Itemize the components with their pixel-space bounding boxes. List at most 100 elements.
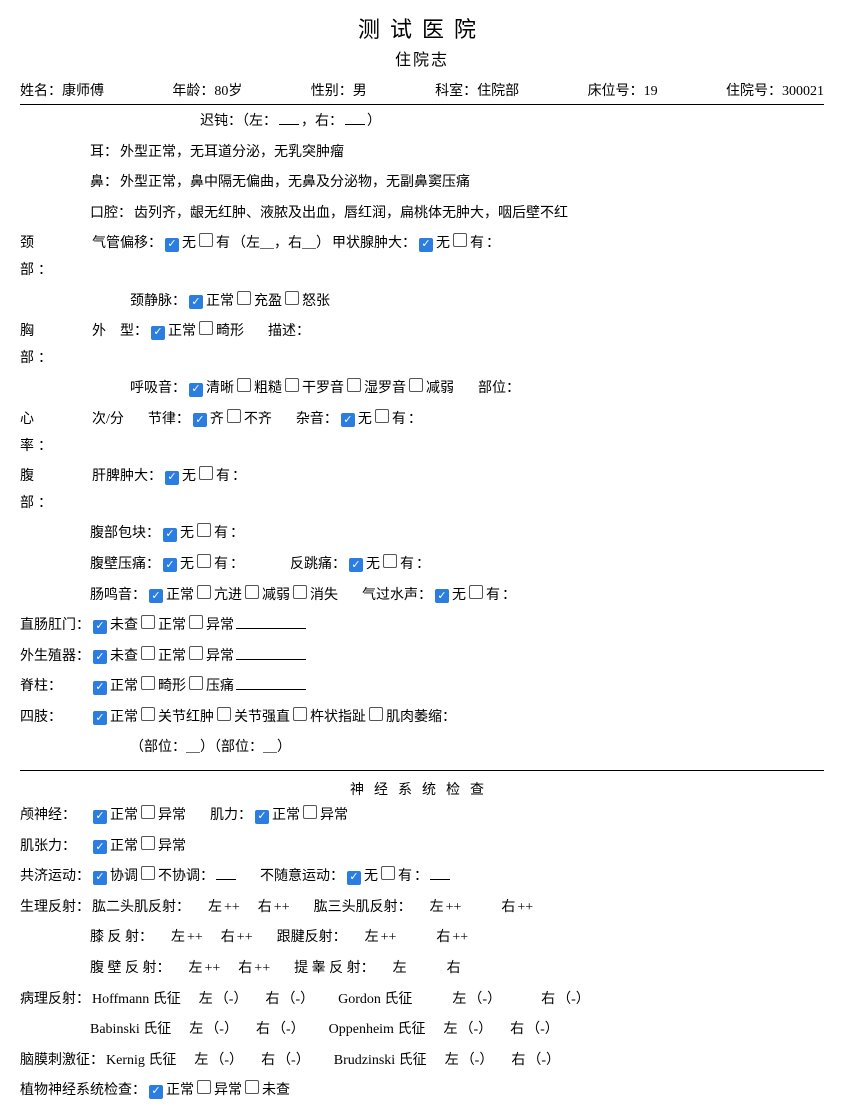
- cb-gas-none[interactable]: [435, 589, 449, 603]
- age-value: 80岁: [214, 84, 242, 99]
- cb-trachea-none[interactable]: [165, 238, 179, 252]
- nose-line: 鼻：外型正常，鼻中隔无偏曲，无鼻及分泌物，无副鼻窦压痛: [20, 170, 824, 197]
- ear-line: 耳：外型正常，无耳道分泌，无乳突肿瘤: [20, 140, 824, 167]
- cb-auto-abnormal[interactable]: [197, 1080, 211, 1094]
- cb-murmur-have[interactable]: [375, 409, 389, 423]
- sex-value: 男: [353, 84, 367, 99]
- bowel-line: 肠鸣音： 正常 亢进 减弱 消失 气过水声： 无 有：: [20, 583, 824, 610]
- neuro-title: 神经系统检查: [20, 779, 824, 799]
- cb-thyroid-none[interactable]: [419, 238, 433, 252]
- autonomic-line: 植物神经系统检查： 正常 异常 未查: [20, 1078, 824, 1105]
- tone-line: 肌张力： 正常 异常: [20, 834, 824, 861]
- cb-spine-tender[interactable]: [189, 676, 203, 690]
- cb-limbs-jointred[interactable]: [141, 707, 155, 721]
- cb-coord-no[interactable]: [141, 866, 155, 880]
- cb-invol-have[interactable]: [381, 866, 395, 880]
- cb-genital-normal[interactable]: [141, 646, 155, 660]
- cb-breath-clear[interactable]: [189, 383, 203, 397]
- cranial-line: 颅神经： 正常 异常 肌力： 正常 异常: [20, 803, 824, 830]
- cb-cranial-abnormal[interactable]: [141, 805, 155, 819]
- cb-mass-none[interactable]: [163, 528, 177, 542]
- cb-chest-deform[interactable]: [199, 321, 213, 335]
- mass-line: 腹部包块： 无 有：: [20, 521, 824, 548]
- limbs-sites: （部位：＿）（部位：＿）: [20, 735, 824, 762]
- adm-value: 300021: [782, 84, 824, 99]
- cb-auto-normal[interactable]: [149, 1085, 163, 1099]
- physreflex-line1: 生理反射： 肱二头肌反射： 左++ 右++ 肱三头肌反射： 左++ 右++: [20, 895, 824, 922]
- cb-bowel-disappear[interactable]: [293, 585, 307, 599]
- cb-limbs-normal[interactable]: [93, 711, 107, 725]
- cb-breath-wet[interactable]: [347, 378, 361, 392]
- cb-invol-none[interactable]: [347, 871, 361, 885]
- patient-info-row: 姓名：康师傅 年龄：80岁 性别：男 科室：住院部 床位号：19 住院号：300…: [20, 76, 824, 105]
- meningeal-line: 脑膜刺激征： Kernig 氏征 左（-） 右（-） Brudzinski 氏征…: [20, 1048, 824, 1075]
- cb-rebound-none[interactable]: [349, 558, 363, 572]
- cb-limbs-atrophy[interactable]: [369, 707, 383, 721]
- cb-breath-coarse[interactable]: [237, 378, 251, 392]
- cb-liver-have[interactable]: [199, 466, 213, 480]
- cb-limbs-jointstiff[interactable]: [217, 707, 231, 721]
- spine-line: 脊柱： 正常 畸形 压痛: [20, 674, 824, 701]
- cb-bowel-weak[interactable]: [245, 585, 259, 599]
- cb-mass-have[interactable]: [197, 523, 211, 537]
- bed-value: 19: [644, 84, 658, 99]
- sex-label: 性别：: [311, 84, 353, 99]
- cb-jug-normal[interactable]: [189, 295, 203, 309]
- cb-rectum-normal[interactable]: [141, 615, 155, 629]
- doc-subtitle: 住院志: [20, 46, 824, 70]
- cb-spine-normal[interactable]: [93, 681, 107, 695]
- cb-chest-normal[interactable]: [151, 326, 165, 340]
- heart-line: 心 率： 次/分 节律： 齐 不齐 杂音： 无 有：: [20, 407, 824, 460]
- pathreflex-line2: Babinski 氏征 左（-） 右（-） Oppenheim 氏征 左（-） …: [20, 1017, 824, 1044]
- cb-thyroid-have[interactable]: [453, 233, 467, 247]
- mouth-line: 口腔：齿列齐，龈无红肿、液脓及出血，唇红润，扁桃体无肿大，咽后壁不红: [20, 201, 824, 228]
- cb-coord-ok[interactable]: [93, 871, 107, 885]
- jugular-line: 颈静脉： 正常 充盈 怒张: [20, 289, 824, 316]
- dull-line: 迟钝：（左：，右：）: [20, 109, 824, 136]
- dept-label: 科室：: [435, 84, 477, 99]
- name-label: 姓名：: [20, 84, 62, 99]
- cb-jug-full[interactable]: [237, 291, 251, 305]
- cb-gas-have[interactable]: [469, 585, 483, 599]
- cb-rhythm-even[interactable]: [193, 413, 207, 427]
- cb-tender-none[interactable]: [163, 558, 177, 572]
- coord-line: 共济运动： 协调 不协调： 不随意运动： 无 有：: [20, 864, 824, 891]
- cb-tender-have[interactable]: [197, 554, 211, 568]
- cb-liver-none[interactable]: [165, 471, 179, 485]
- rectum-line: 直肠肛门： 未查 正常 异常: [20, 613, 824, 640]
- cb-breath-weak[interactable]: [409, 378, 423, 392]
- cb-jug-ang[interactable]: [285, 291, 299, 305]
- cb-auto-notexam[interactable]: [245, 1080, 259, 1094]
- cb-cranial-normal[interactable]: [93, 810, 107, 824]
- cb-rebound-have[interactable]: [383, 554, 397, 568]
- cb-muscle-normal[interactable]: [255, 810, 269, 824]
- cb-bowel-normal[interactable]: [149, 589, 163, 603]
- cb-tone-abnormal[interactable]: [141, 836, 155, 850]
- cb-genital-abnormal[interactable]: [189, 646, 203, 660]
- chest-line: 胸 部： 外 型： 正常 畸形 描述：: [20, 319, 824, 372]
- tender-line: 腹壁压痛： 无 有： 反跳痛： 无 有：: [20, 552, 824, 579]
- cb-limbs-club[interactable]: [293, 707, 307, 721]
- cb-trachea-have[interactable]: [199, 233, 213, 247]
- breath-line: 呼吸音： 清晰 粗糙 干罗音 湿罗音 减弱 部位：: [20, 376, 824, 403]
- cb-rhythm-uneven[interactable]: [227, 409, 241, 423]
- cb-muscle-abnormal[interactable]: [303, 805, 317, 819]
- cb-genital-notexam[interactable]: [93, 650, 107, 664]
- neck-line: 颈 部： 气管偏移： 无 有 （左＿，右＿） 甲状腺肿大： 无 有：: [20, 231, 824, 284]
- cb-breath-dry[interactable]: [285, 378, 299, 392]
- cb-bowel-hyper[interactable]: [197, 585, 211, 599]
- cb-rectum-abnormal[interactable]: [189, 615, 203, 629]
- hospital-title: 测试医院: [20, 12, 824, 44]
- dept-value: 住院部: [477, 84, 519, 99]
- section-divider: [20, 770, 824, 771]
- bed-label: 床位号：: [588, 84, 644, 99]
- name-value: 康师傅: [62, 84, 104, 99]
- cb-rectum-notexam[interactable]: [93, 620, 107, 634]
- cb-murmur-none[interactable]: [341, 413, 355, 427]
- limbs-line: 四肢： 正常 关节红肿 关节强直 杵状指趾 肌肉萎缩：: [20, 705, 824, 732]
- adm-label: 住院号：: [726, 84, 782, 99]
- physreflex-line3: 腹 壁 反 射： 左++ 右++ 提 睾 反 射： 左 右: [20, 956, 824, 983]
- physreflex-line2: 膝 反 射： 左++ 右++ 跟腱反射： 左++ 右++: [20, 925, 824, 952]
- cb-spine-deform[interactable]: [141, 676, 155, 690]
- cb-tone-normal[interactable]: [93, 840, 107, 854]
